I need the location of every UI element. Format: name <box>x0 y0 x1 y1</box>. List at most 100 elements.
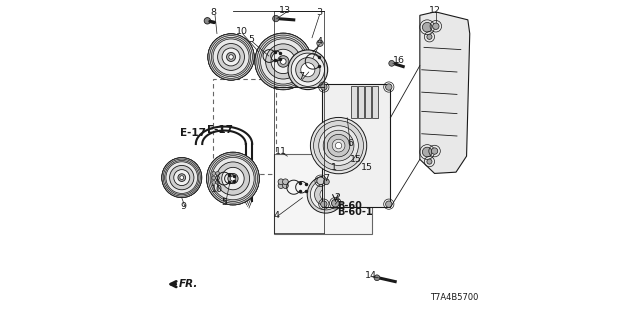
Circle shape <box>288 50 328 90</box>
Circle shape <box>374 275 380 281</box>
Circle shape <box>291 53 324 86</box>
Circle shape <box>208 34 254 80</box>
Circle shape <box>164 160 199 195</box>
Circle shape <box>320 189 332 200</box>
Circle shape <box>256 54 261 58</box>
Circle shape <box>354 162 362 170</box>
Polygon shape <box>420 12 470 173</box>
Circle shape <box>222 48 240 66</box>
Circle shape <box>385 84 392 90</box>
Bar <box>351 86 357 118</box>
Circle shape <box>271 49 296 74</box>
Text: 9: 9 <box>180 202 186 211</box>
Circle shape <box>422 147 432 157</box>
Circle shape <box>283 179 288 185</box>
Circle shape <box>323 130 354 161</box>
Circle shape <box>317 177 324 185</box>
Circle shape <box>328 134 349 157</box>
Circle shape <box>216 176 220 180</box>
Circle shape <box>210 36 252 78</box>
Circle shape <box>255 33 312 90</box>
Bar <box>372 86 378 118</box>
Circle shape <box>366 166 371 172</box>
Circle shape <box>278 56 289 67</box>
Circle shape <box>261 50 266 54</box>
Circle shape <box>216 162 250 195</box>
Text: E-17: E-17 <box>180 128 206 138</box>
Circle shape <box>228 173 238 184</box>
Bar <box>322 84 390 207</box>
Circle shape <box>162 158 202 197</box>
Circle shape <box>259 37 308 86</box>
Circle shape <box>209 154 257 203</box>
Circle shape <box>212 176 216 180</box>
Text: 5: 5 <box>221 198 228 207</box>
Circle shape <box>261 54 266 58</box>
Circle shape <box>178 174 186 181</box>
Bar <box>212 79 276 174</box>
Circle shape <box>335 142 342 149</box>
Circle shape <box>204 18 211 24</box>
Circle shape <box>314 121 364 171</box>
Circle shape <box>335 167 341 173</box>
Text: 15: 15 <box>362 163 373 172</box>
Text: FR.: FR. <box>179 279 198 289</box>
Bar <box>365 86 371 118</box>
Circle shape <box>163 159 200 196</box>
Circle shape <box>212 180 216 184</box>
Text: T7A4B5700: T7A4B5700 <box>430 293 479 302</box>
Text: E-17: E-17 <box>207 125 234 135</box>
Circle shape <box>260 39 306 84</box>
Text: 3: 3 <box>316 8 323 17</box>
Circle shape <box>310 117 367 174</box>
Circle shape <box>280 59 286 64</box>
Text: 13: 13 <box>280 6 291 15</box>
Circle shape <box>228 55 234 59</box>
Text: 6: 6 <box>348 139 353 148</box>
Text: 15: 15 <box>350 156 362 164</box>
Text: 16: 16 <box>394 56 405 65</box>
Circle shape <box>319 126 358 165</box>
Circle shape <box>332 199 339 207</box>
Text: 8: 8 <box>211 8 217 17</box>
Circle shape <box>427 34 432 39</box>
Circle shape <box>273 15 279 22</box>
Text: 1: 1 <box>330 163 337 172</box>
Circle shape <box>323 179 329 185</box>
Circle shape <box>315 183 337 206</box>
Circle shape <box>210 156 256 202</box>
Circle shape <box>433 23 439 29</box>
Circle shape <box>283 183 288 188</box>
Text: 11: 11 <box>275 147 287 156</box>
Text: 7: 7 <box>323 174 330 183</box>
Circle shape <box>431 148 438 154</box>
Text: 7: 7 <box>298 72 305 81</box>
Circle shape <box>266 44 301 79</box>
Circle shape <box>174 170 189 186</box>
Circle shape <box>385 201 392 207</box>
Circle shape <box>321 84 327 90</box>
Circle shape <box>227 52 236 61</box>
Bar <box>358 86 364 118</box>
Text: 12: 12 <box>429 6 441 15</box>
Circle shape <box>222 167 244 190</box>
Circle shape <box>208 34 254 80</box>
Text: 10: 10 <box>236 27 248 36</box>
Circle shape <box>166 162 198 193</box>
Circle shape <box>296 58 320 82</box>
Circle shape <box>257 35 310 88</box>
Circle shape <box>389 60 394 66</box>
Circle shape <box>212 157 254 200</box>
Circle shape <box>422 22 432 32</box>
Circle shape <box>162 158 202 197</box>
Text: 14: 14 <box>365 271 377 280</box>
Circle shape <box>230 176 236 181</box>
Circle shape <box>310 179 341 210</box>
Circle shape <box>321 201 327 207</box>
Text: 10: 10 <box>211 185 223 194</box>
Text: 5: 5 <box>248 35 254 44</box>
Circle shape <box>255 33 312 90</box>
Circle shape <box>207 152 259 205</box>
Circle shape <box>342 166 347 172</box>
Circle shape <box>307 176 344 213</box>
